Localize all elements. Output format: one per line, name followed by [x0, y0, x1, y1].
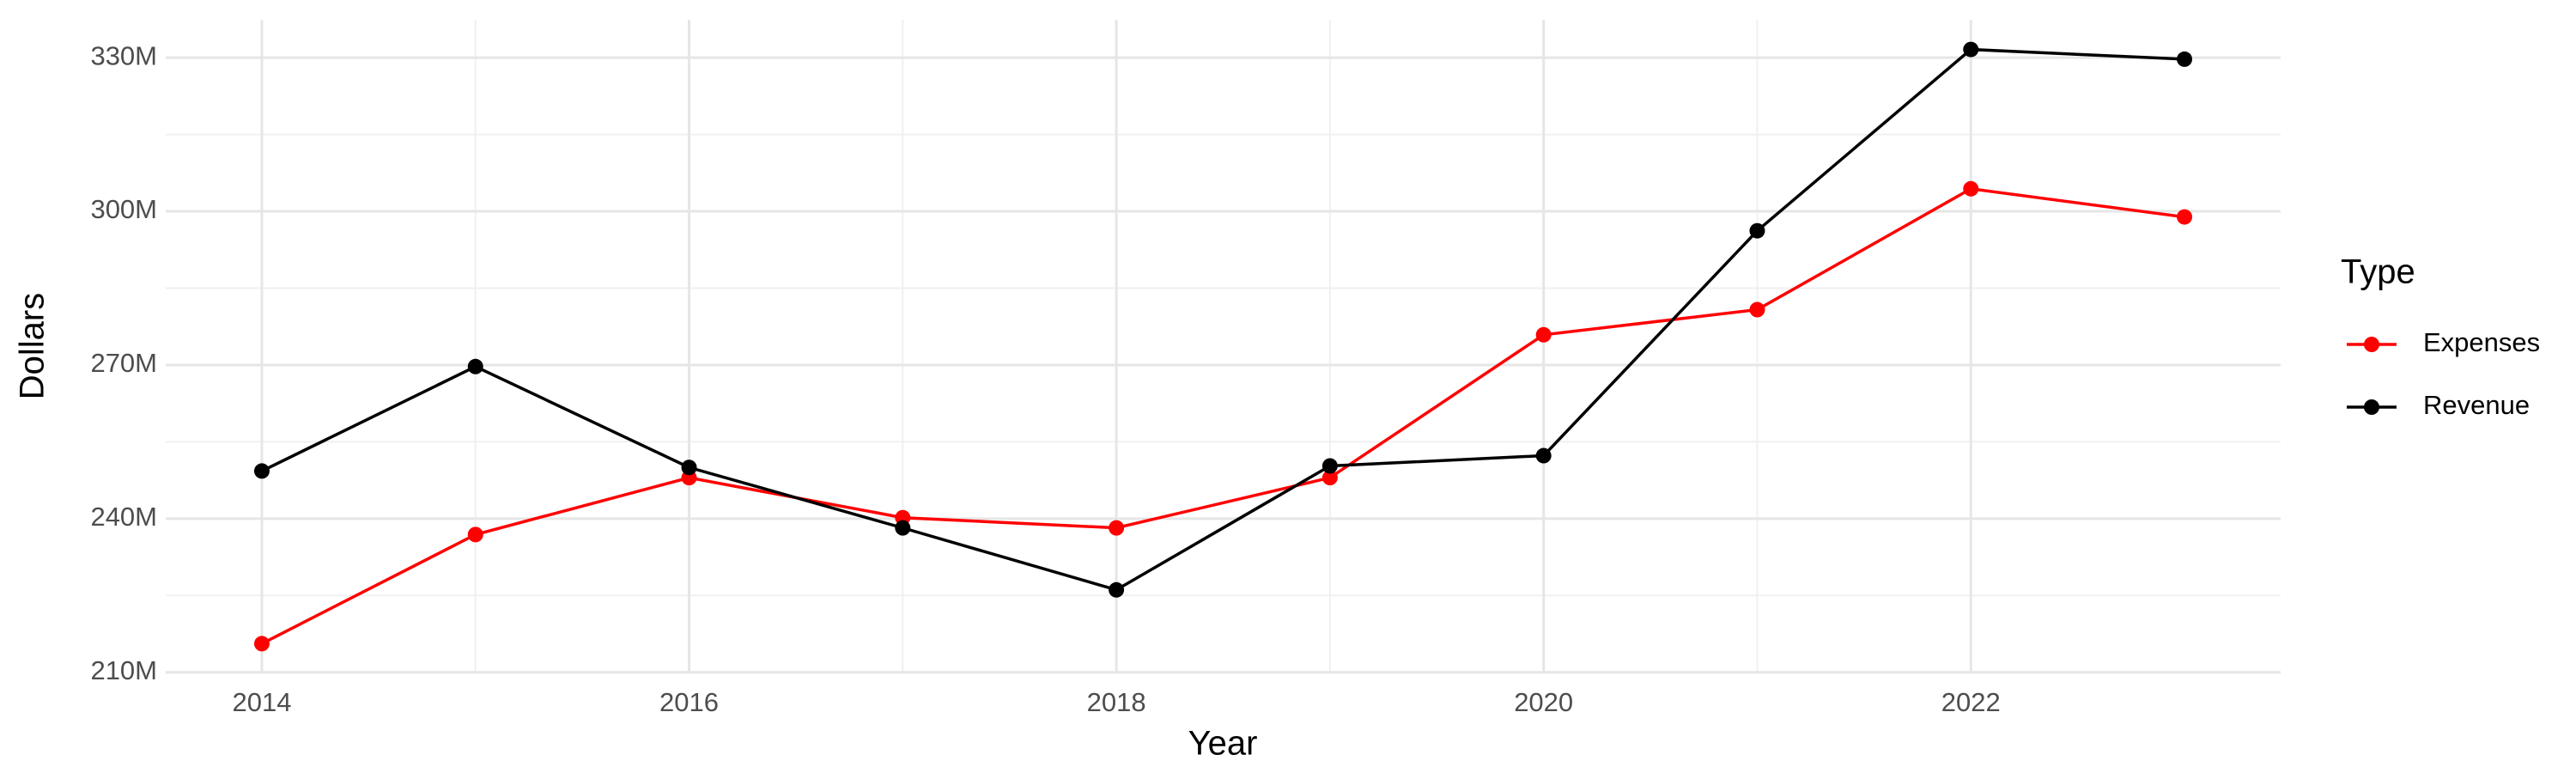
- x-tick-label: 2018: [1087, 687, 1146, 717]
- data-point: [1535, 447, 1552, 464]
- data-point: [1963, 180, 1979, 197]
- data-point: [1109, 581, 1125, 598]
- data-point: [1321, 470, 1338, 486]
- data-point: [467, 358, 483, 374]
- legend-label: Expenses: [2423, 327, 2540, 357]
- y-axis-title: Dollars: [14, 293, 52, 399]
- legend-title: Type: [2341, 253, 2415, 291]
- y-tick-label: 210M: [90, 655, 157, 685]
- series-line: [261, 47, 2185, 592]
- data-point: [1321, 458, 1338, 474]
- data-point: [895, 520, 911, 536]
- data-point: [1535, 326, 1552, 343]
- data-point: [681, 460, 697, 476]
- y-tick-label: 300M: [90, 194, 157, 224]
- series-line: [261, 186, 2185, 645]
- data-point: [1109, 520, 1125, 536]
- x-tick-label: 2016: [659, 687, 719, 717]
- data-point: [467, 526, 483, 543]
- legend-key-point: [2364, 337, 2379, 352]
- data-point: [2177, 51, 2193, 67]
- y-tick-label: 270M: [90, 348, 157, 378]
- x-tick-label: 2022: [1941, 687, 2001, 717]
- y-tick-label: 330M: [90, 40, 157, 70]
- data-point: [1963, 41, 1979, 58]
- data-point: [253, 463, 270, 479]
- x-tick-label: 2020: [1514, 687, 1573, 717]
- data-point: [2177, 209, 2193, 225]
- x-axis-title: Year: [1188, 725, 1258, 763]
- data-point: [1749, 301, 1765, 318]
- data-point: [253, 636, 270, 652]
- legend-label: Revenue: [2423, 390, 2530, 420]
- data-point: [1749, 222, 1765, 239]
- y-tick-label: 240M: [90, 502, 157, 532]
- x-tick-label: 2014: [232, 687, 291, 717]
- legend-key-point: [2364, 399, 2379, 415]
